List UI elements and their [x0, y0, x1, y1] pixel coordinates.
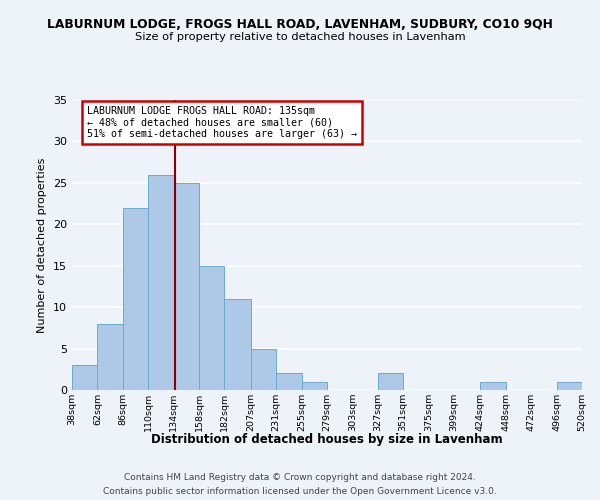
Bar: [199, 266, 224, 390]
Text: Size of property relative to detached houses in Lavenham: Size of property relative to detached ho…: [134, 32, 466, 42]
Text: Distribution of detached houses by size in Lavenham: Distribution of detached houses by size …: [151, 432, 503, 446]
Text: Contains public sector information licensed under the Open Government Licence v3: Contains public sector information licen…: [103, 488, 497, 496]
Text: LABURNUM LODGE FROGS HALL ROAD: 135sqm
← 48% of detached houses are smaller (60): LABURNUM LODGE FROGS HALL ROAD: 135sqm ←…: [88, 106, 358, 139]
Y-axis label: Number of detached properties: Number of detached properties: [37, 158, 47, 332]
Bar: [276, 374, 302, 390]
Bar: [302, 382, 327, 390]
Text: Contains HM Land Registry data © Crown copyright and database right 2024.: Contains HM Land Registry data © Crown c…: [124, 472, 476, 482]
Bar: [481, 382, 506, 390]
Bar: [224, 299, 251, 390]
Bar: [251, 348, 276, 390]
Bar: [123, 208, 148, 390]
Text: LABURNUM LODGE, FROGS HALL ROAD, LAVENHAM, SUDBURY, CO10 9QH: LABURNUM LODGE, FROGS HALL ROAD, LAVENHA…: [47, 18, 553, 30]
Bar: [148, 174, 173, 390]
Bar: [557, 382, 582, 390]
Bar: [72, 365, 97, 390]
Bar: [173, 183, 199, 390]
Bar: [97, 324, 123, 390]
Bar: [378, 374, 403, 390]
